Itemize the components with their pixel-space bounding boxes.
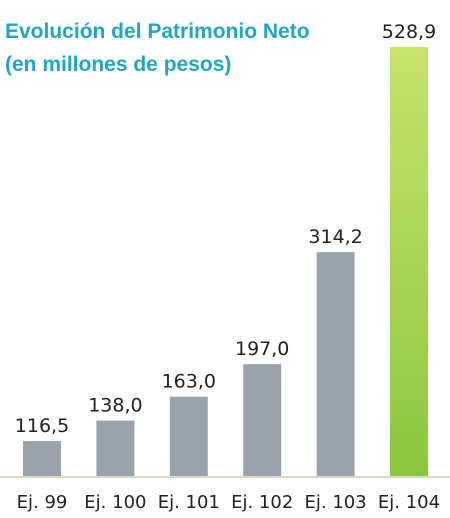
value-label: 197,0 <box>235 338 289 360</box>
value-label: 116,5 <box>15 415 69 437</box>
bar-ej-100 <box>96 420 135 476</box>
x-tick-label: Ej. 101 <box>158 492 220 513</box>
x-tick-label: Ej. 104 <box>378 492 440 513</box>
chart-subtitle: (en millones de pesos) <box>5 53 231 76</box>
value-label: 314,2 <box>308 226 362 248</box>
value-label: 528,9 <box>382 21 436 43</box>
value-label: 163,0 <box>162 371 216 393</box>
bar-ej-99 <box>23 441 61 476</box>
x-tick-label: Ej. 103 <box>305 492 367 513</box>
x-tick-label: Ej. 99 <box>17 492 68 513</box>
bar-ej-104 <box>390 47 428 476</box>
bar-ej-102 <box>243 364 282 476</box>
bar-ej-101 <box>169 396 208 476</box>
chart-title: Evolución del Patrimonio Neto <box>5 20 310 43</box>
x-tick-label: Ej. 102 <box>231 492 293 513</box>
value-label: 138,0 <box>88 395 142 417</box>
bar-ej-103 <box>316 252 355 476</box>
x-tick-label: Ej. 100 <box>84 492 146 513</box>
